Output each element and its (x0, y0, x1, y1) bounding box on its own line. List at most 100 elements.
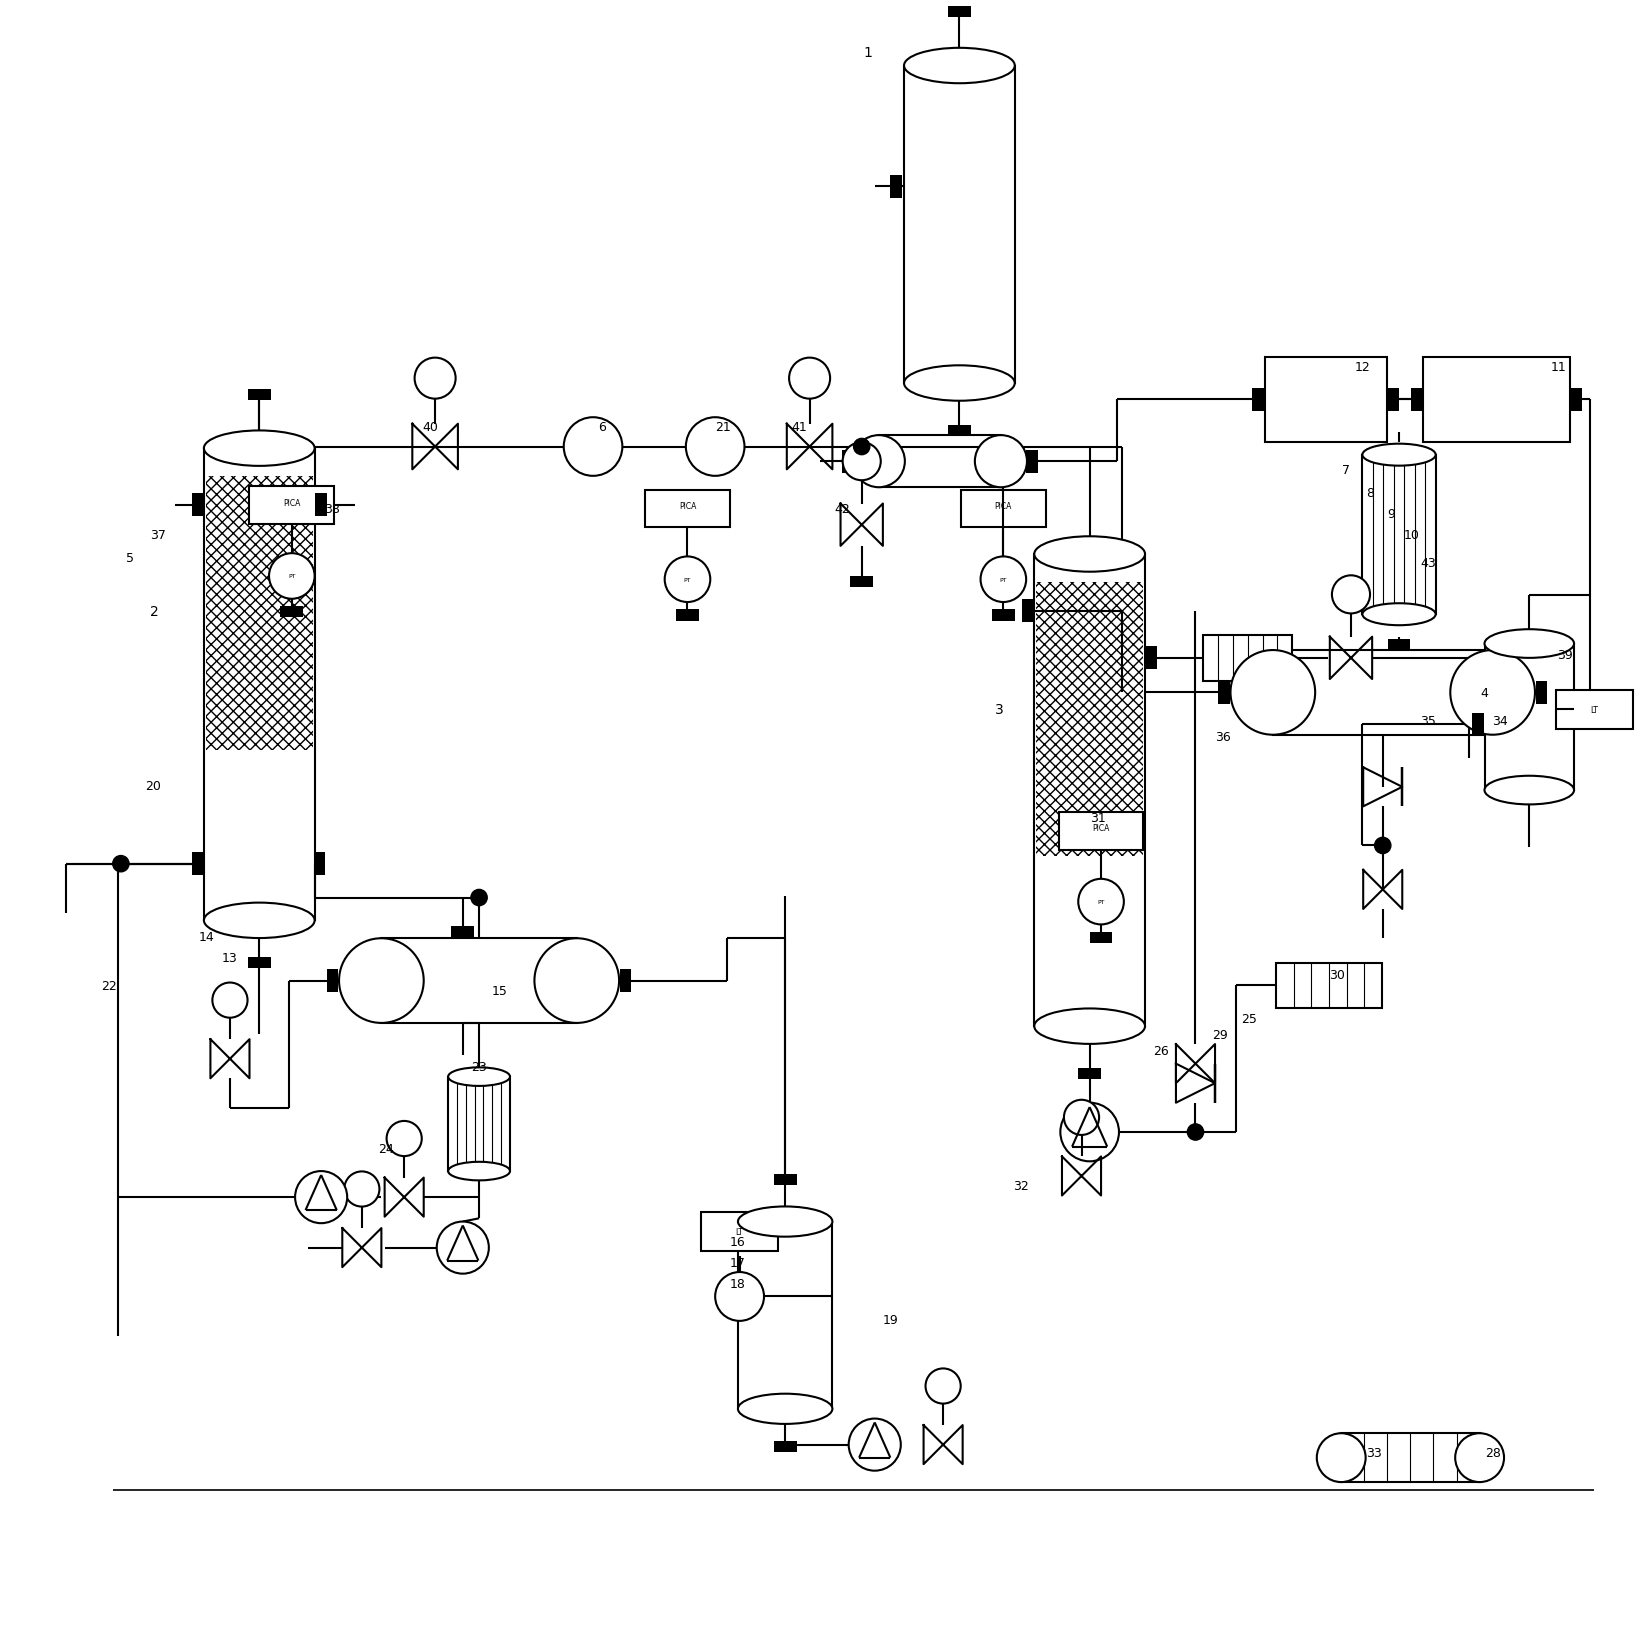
Text: 15: 15 (493, 985, 507, 998)
Bar (1034, 554, 1144, 1027)
Text: 23: 23 (471, 1061, 486, 1074)
Text: PT: PT (287, 574, 296, 579)
Bar (1026, 450, 1038, 473)
Bar (1253, 388, 1264, 411)
Bar (1036, 857, 1143, 1027)
Text: PT: PT (1097, 900, 1105, 905)
Bar (315, 494, 327, 517)
Ellipse shape (1317, 1433, 1366, 1482)
Text: 6: 6 (598, 421, 606, 434)
Ellipse shape (204, 432, 315, 466)
Bar (327, 970, 338, 993)
Bar (890, 176, 901, 199)
Text: PICA: PICA (282, 499, 300, 507)
Bar (773, 1441, 796, 1452)
Ellipse shape (1363, 445, 1435, 466)
Bar (381, 939, 576, 1024)
Bar (1484, 644, 1575, 791)
Ellipse shape (905, 367, 1015, 401)
Bar (248, 390, 271, 401)
Ellipse shape (1484, 629, 1575, 659)
Bar (1036, 584, 1143, 857)
Ellipse shape (1034, 1009, 1144, 1045)
Bar (1276, 963, 1383, 1009)
Bar (250, 487, 335, 525)
Text: 20: 20 (144, 779, 161, 792)
Ellipse shape (852, 435, 905, 487)
Circle shape (113, 856, 130, 872)
Text: 10: 10 (1404, 528, 1420, 541)
Bar (1410, 388, 1422, 411)
Bar (1079, 1068, 1102, 1079)
Circle shape (437, 1222, 489, 1275)
Bar (1473, 714, 1484, 737)
Bar (905, 67, 1015, 383)
Text: 31: 31 (1090, 812, 1105, 825)
Text: 17: 17 (729, 1257, 745, 1270)
Circle shape (980, 557, 1026, 603)
Bar (737, 1222, 832, 1408)
Text: 26: 26 (1153, 1045, 1169, 1058)
Text: 2: 2 (149, 605, 159, 619)
Bar (947, 7, 970, 18)
Bar (851, 577, 874, 588)
Bar (1363, 455, 1435, 615)
Text: PICA: PICA (1092, 823, 1110, 833)
Text: 39: 39 (1557, 649, 1573, 662)
Circle shape (1374, 838, 1391, 854)
Bar (677, 610, 699, 621)
Bar (1204, 636, 1292, 681)
Text: 8: 8 (1366, 486, 1374, 499)
Bar (701, 1213, 778, 1252)
Ellipse shape (1230, 650, 1315, 735)
Circle shape (1064, 1100, 1098, 1134)
Circle shape (1079, 879, 1123, 924)
Text: 25: 25 (1241, 1012, 1258, 1025)
Text: 21: 21 (716, 421, 731, 434)
Text: 41: 41 (791, 421, 808, 434)
Text: 28: 28 (1486, 1446, 1501, 1459)
Text: 14: 14 (199, 931, 215, 944)
Text: PICA: PICA (678, 502, 696, 510)
Circle shape (563, 417, 622, 476)
Text: 37: 37 (149, 528, 166, 541)
Ellipse shape (737, 1206, 832, 1237)
Circle shape (854, 438, 870, 455)
Circle shape (471, 890, 488, 906)
Bar (1387, 641, 1410, 652)
Ellipse shape (975, 435, 1026, 487)
Text: PICA: PICA (995, 502, 1011, 510)
Text: 34: 34 (1493, 714, 1507, 727)
Text: 33: 33 (1366, 1446, 1383, 1459)
Circle shape (1187, 1125, 1204, 1141)
Text: 30: 30 (1328, 968, 1345, 981)
Bar (1387, 388, 1399, 411)
Text: 3: 3 (995, 703, 1003, 716)
Ellipse shape (448, 1162, 511, 1180)
Text: 36: 36 (1215, 730, 1232, 743)
Text: 5: 5 (126, 551, 133, 564)
Bar (621, 970, 631, 993)
Circle shape (1061, 1104, 1118, 1162)
Bar (452, 926, 475, 937)
Text: 24: 24 (378, 1143, 394, 1156)
Circle shape (716, 1273, 764, 1320)
Text: 11: 11 (1550, 360, 1566, 373)
Text: 40: 40 (422, 421, 438, 434)
Bar (192, 494, 204, 517)
Circle shape (842, 443, 880, 481)
Text: 7: 7 (1342, 463, 1350, 476)
Bar (1059, 813, 1143, 849)
Circle shape (849, 1418, 901, 1470)
Bar (314, 852, 325, 875)
Bar (281, 606, 304, 618)
Text: 42: 42 (834, 502, 851, 515)
Bar (204, 448, 315, 921)
Ellipse shape (448, 1068, 511, 1086)
Ellipse shape (1450, 650, 1535, 735)
Bar (878, 435, 1002, 487)
Bar (205, 751, 314, 921)
Text: LT: LT (736, 1227, 744, 1236)
Circle shape (686, 417, 744, 476)
Text: 13: 13 (222, 952, 238, 965)
